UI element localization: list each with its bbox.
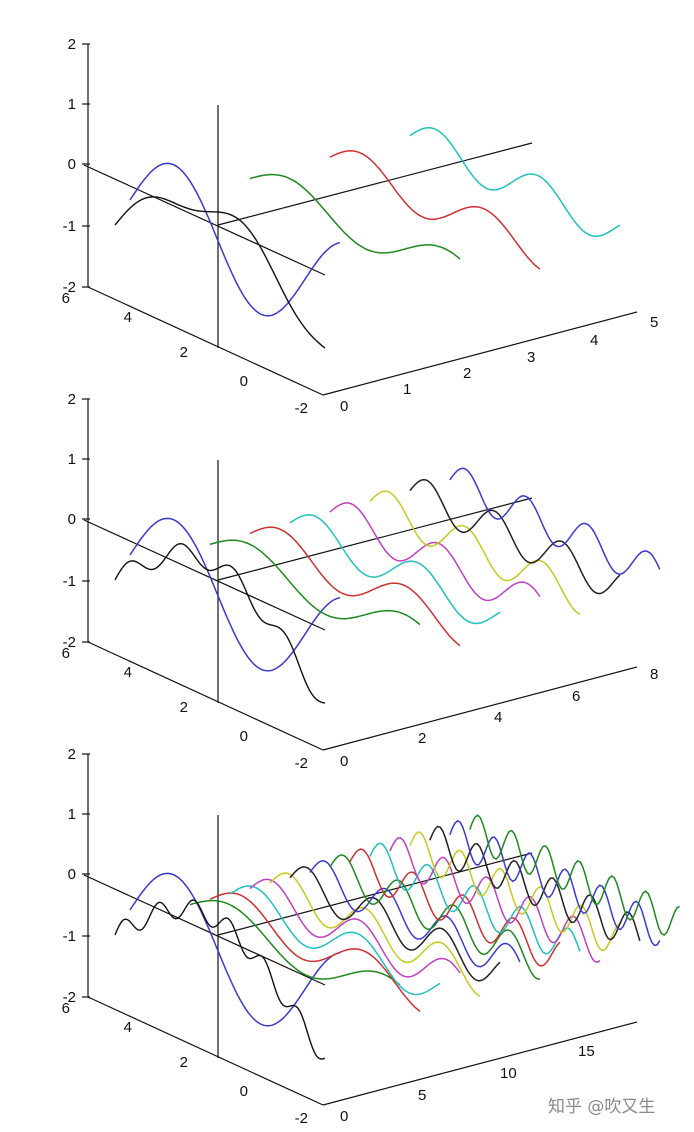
x-axis-line: [322, 1021, 638, 1106]
y-tick-label: 6: [62, 290, 70, 307]
x-axis-line: [322, 311, 638, 396]
z-tick-label: 1: [68, 96, 76, 113]
x-tick-label: 0: [340, 753, 348, 770]
x-tick-label: 1: [403, 381, 411, 398]
y-tick-label: 0: [240, 728, 248, 745]
series-16-line: [469, 814, 681, 937]
y-ref-line: [83, 519, 326, 631]
x-tick-label: 0: [340, 1108, 348, 1125]
series-7-line: [409, 478, 621, 595]
x-tick-label: 5: [418, 1087, 426, 1104]
z-tick-label: -2: [63, 279, 76, 296]
z-tick-label: 2: [68, 746, 76, 763]
series-1-line: [129, 162, 341, 317]
x-tick-label: 5: [650, 314, 658, 331]
series-1-line: [129, 872, 341, 1027]
z-tick-label: -2: [63, 989, 76, 1006]
z-tick-label: 0: [68, 511, 76, 528]
x-tick-label: 4: [494, 709, 502, 726]
x-tick-label: 2: [463, 365, 471, 382]
series-14-line: [429, 825, 641, 942]
y-axis-line: [87, 996, 324, 1106]
series-1-line: [129, 517, 341, 672]
y-tick-label: 0: [240, 1083, 248, 1100]
series-5-line: [249, 878, 461, 978]
x-tick-label: 0: [340, 398, 348, 415]
x-tick-label: 4: [590, 332, 598, 349]
sum-curve-line: [114, 196, 326, 349]
y-tick-label: 6: [62, 645, 70, 662]
series-4-line: [289, 514, 501, 625]
y-tick-label: 4: [124, 1019, 132, 1036]
y-axis-line: [87, 641, 324, 751]
series-6-line: [369, 490, 581, 616]
series-12-line: [389, 837, 601, 964]
z-tick-label: 2: [68, 36, 76, 53]
series-7-line: [289, 866, 501, 982]
x-tick-label: 15: [578, 1043, 595, 1060]
y-tick-label: -2: [295, 755, 308, 772]
series-13-line: [409, 831, 621, 952]
z-tick-label: -1: [63, 573, 76, 590]
z-tick-label: 1: [68, 806, 76, 823]
sum-curve-line: [114, 542, 326, 704]
x-axis-line: [322, 666, 638, 751]
y-axis-line: [87, 286, 324, 396]
x-tick-label: 10: [500, 1065, 517, 1082]
sum-curve-line: [114, 899, 326, 1060]
y-tick-label: 4: [124, 664, 132, 681]
watermark: 知乎 @吹又生: [548, 1097, 655, 1117]
y-tick-label: 2: [180, 344, 188, 361]
y-tick-label: 2: [180, 699, 188, 716]
series-6-line: [269, 872, 481, 997]
series-2-line: [209, 539, 421, 626]
z-tick-label: -1: [63, 218, 76, 235]
series-9-line: [329, 854, 540, 980]
series-4-line: [409, 126, 621, 238]
series-3-line: [329, 150, 541, 270]
series-10-line: [349, 848, 561, 967]
series-8-line: [309, 860, 521, 968]
z-tick-label: 0: [68, 156, 76, 173]
series-2-line: [249, 173, 461, 260]
y-tick-label: -2: [295, 1110, 308, 1127]
y-ref-line: [83, 164, 326, 276]
y-tick-label: 4: [124, 309, 132, 326]
z-tick-label: 2: [68, 391, 76, 408]
y-tick-label: 2: [180, 1054, 188, 1071]
series-3-line: [209, 892, 421, 1012]
series-3-line: [249, 526, 461, 647]
z-tick-label: 1: [68, 451, 76, 468]
x-tick-label: 8: [650, 666, 658, 683]
series-15-line: [449, 819, 661, 947]
y-tick-label: -2: [295, 400, 308, 417]
series-5-line: [329, 502, 541, 602]
z-tick-label: 0: [68, 866, 76, 883]
x-tick-label: 6: [572, 688, 580, 705]
series-8-line: [449, 467, 661, 575]
y-tick-label: 0: [240, 373, 248, 390]
x-ref-line: [217, 142, 533, 226]
x-ref-line: [217, 497, 533, 581]
x-tick-label: 2: [418, 730, 426, 747]
x-tick-label: 3: [527, 349, 535, 366]
series-2-line: [189, 899, 401, 986]
y-tick-label: 6: [62, 1000, 70, 1017]
y-ref-line: [83, 874, 326, 986]
z-tick-label: -1: [63, 928, 76, 945]
z-tick-label: -2: [63, 634, 76, 651]
series-4-line: [229, 885, 441, 996]
